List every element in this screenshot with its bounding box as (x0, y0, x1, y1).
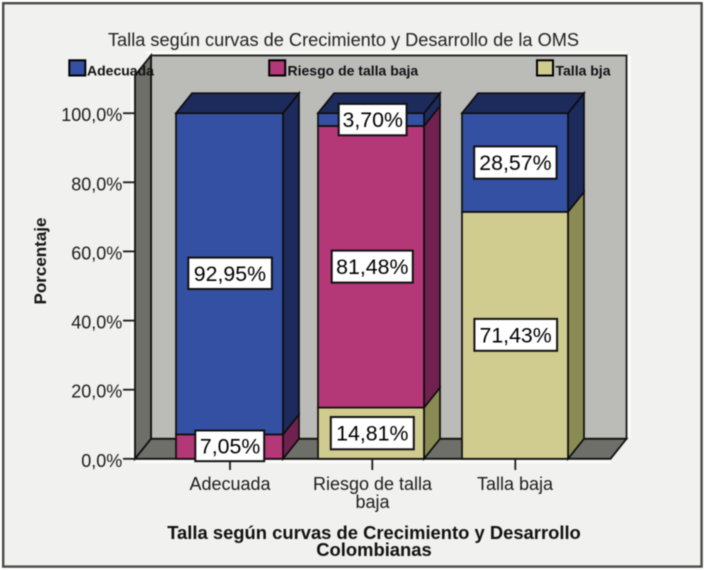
svg-text:Talla según curvas de Crecimie: Talla según curvas de Crecimiento y Desa… (108, 30, 579, 50)
svg-text:Porcentaje: Porcentaje (31, 218, 50, 305)
svg-text:Talla baja: Talla baja (477, 474, 554, 494)
svg-text:Adecuada: Adecuada (87, 63, 154, 79)
svg-text:Colombianas: Colombianas (316, 539, 431, 560)
svg-text:7,05%: 7,05% (200, 434, 260, 458)
svg-text:20,0%: 20,0% (71, 382, 122, 402)
svg-text:Adecuada: Adecuada (189, 474, 271, 494)
svg-text:Talla bja: Talla bja (556, 63, 611, 79)
svg-text:92,95%: 92,95% (194, 262, 266, 286)
svg-text:40,0%: 40,0% (71, 313, 122, 333)
svg-text:100,0%: 100,0% (61, 105, 122, 125)
svg-text:0,0%: 0,0% (81, 451, 122, 471)
svg-text:Talla según curvas de Crecimie: Talla según curvas de Crecimiento y Desa… (167, 522, 581, 543)
svg-text:3,70%: 3,70% (343, 108, 403, 132)
svg-text:Riesgo de talla baja: Riesgo de talla baja (288, 63, 419, 79)
svg-text:baja: baja (355, 492, 390, 512)
svg-text:14,81%: 14,81% (336, 422, 408, 446)
svg-text:71,43%: 71,43% (479, 323, 551, 347)
svg-text:28,57%: 28,57% (479, 151, 551, 175)
svg-text:81,48%: 81,48% (336, 255, 408, 279)
svg-text:Riesgo de talla: Riesgo de talla (313, 474, 433, 494)
svg-text:80,0%: 80,0% (71, 174, 122, 194)
svg-text:60,0%: 60,0% (71, 243, 122, 263)
